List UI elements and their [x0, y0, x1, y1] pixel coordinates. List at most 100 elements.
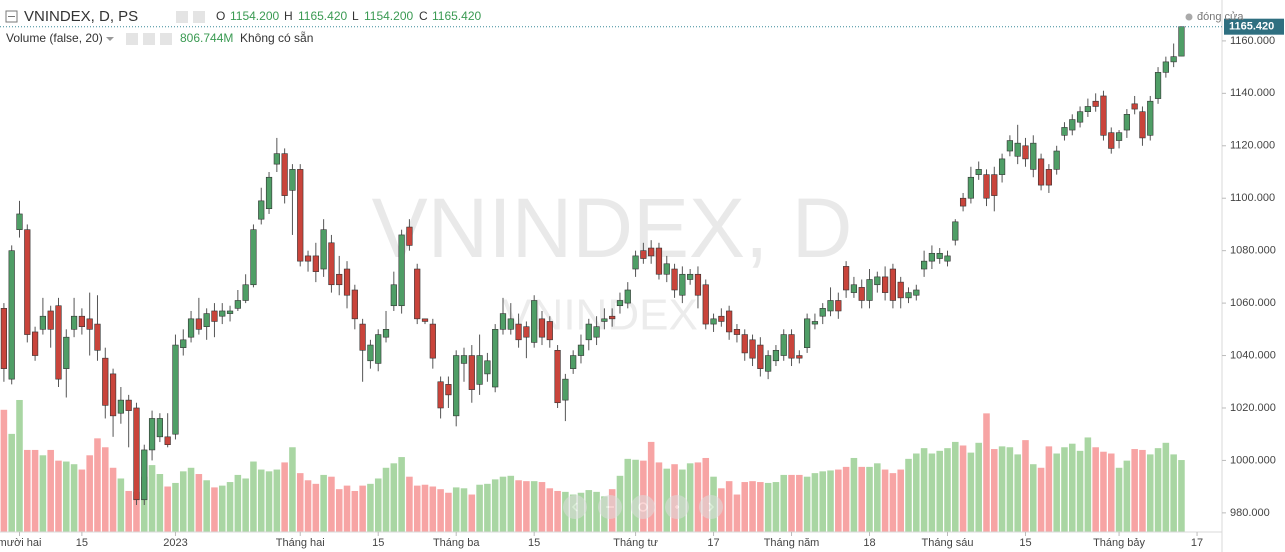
settings-icon[interactable]: [126, 33, 138, 45]
volume-bar: [218, 485, 226, 532]
candle-body: [343, 268, 351, 296]
y-tick-label: 1100.000: [1230, 192, 1275, 204]
volume-bar: [936, 450, 943, 532]
candle-body: [359, 323, 366, 351]
x-tick-label: Tháng hai: [276, 537, 325, 549]
volume-bar: [1131, 449, 1138, 532]
settings-icon[interactable]: [193, 11, 205, 23]
volume-bar: [632, 459, 639, 532]
candle-body: [671, 268, 678, 291]
candle-body: [1045, 169, 1052, 186]
candle-body: [905, 292, 912, 299]
candle-body: [1123, 114, 1130, 131]
candle-body: [164, 436, 171, 445]
collapse-icon[interactable]: [5, 10, 18, 23]
candle-body: [515, 323, 522, 341]
settings-icon[interactable]: [143, 33, 155, 45]
candle-body: [796, 355, 803, 359]
volume-bar: [733, 494, 741, 532]
settings-icon[interactable]: [160, 33, 172, 45]
candle-body: [94, 323, 101, 351]
candle-body: [663, 263, 670, 275]
y-tick-label: 1080.000: [1230, 245, 1276, 257]
volume-bar: [881, 469, 889, 532]
candle-body: [70, 315, 78, 330]
volume-bar: [905, 458, 912, 532]
reset-button[interactable]: [631, 495, 655, 519]
volume-bar: [952, 441, 959, 532]
x-tick-label: 15: [372, 537, 384, 549]
candle-body: [437, 381, 444, 409]
nav-glyphs: [571, 502, 715, 512]
volume-bar: [796, 474, 803, 532]
candle-body: [757, 344, 764, 369]
volume-bar: [94, 438, 101, 532]
candle-body: [718, 315, 725, 322]
volume-bar: [523, 481, 530, 532]
volume-bar: [702, 457, 710, 532]
volume-bar: [187, 467, 195, 532]
scroll-right-button[interactable]: [699, 495, 723, 519]
scroll-left-button[interactable]: [563, 495, 587, 519]
volume-bar: [16, 399, 23, 532]
nav-glyph: [638, 502, 648, 512]
candle-body: [78, 315, 85, 327]
dropdown-caret[interactable]: [106, 37, 114, 41]
candle-body: [460, 355, 468, 364]
volume-bar: [156, 474, 164, 532]
candle-body: [1037, 158, 1045, 186]
x-tick-label: Tháng tư: [613, 537, 658, 549]
candle-body: [1084, 106, 1091, 112]
x-tick-label: 17: [707, 537, 719, 549]
volume-bar: [328, 476, 335, 532]
candle-body: [1022, 145, 1029, 160]
status-dot: [1185, 13, 1193, 21]
ohlc-value: 1154.200: [230, 9, 279, 23]
x-tick-label: 15: [76, 537, 88, 549]
candle-body: [180, 339, 187, 348]
navigation: [563, 495, 723, 519]
volume-bar: [250, 461, 257, 532]
candle-body: [273, 153, 280, 165]
volume-bar: [320, 474, 327, 532]
volume-bar: [1022, 440, 1029, 532]
volume-bar: [803, 476, 811, 532]
volume-bar: [780, 474, 788, 532]
volume-bar: [1061, 447, 1068, 532]
volume-bar: [1014, 454, 1021, 532]
candle-body: [414, 268, 421, 320]
x-tick-label: Tháng ba: [433, 537, 480, 549]
volume-bar: [1030, 464, 1037, 532]
x-tick-label: 2023: [163, 537, 187, 549]
volume-bar: [24, 449, 31, 532]
candle-body: [648, 247, 655, 257]
candle-layer: [0, 26, 1185, 505]
candle-body: [546, 321, 553, 341]
candle-body: [289, 169, 296, 191]
candle-body: [554, 349, 561, 404]
volume-bar: [1139, 449, 1146, 532]
volume-bar: [725, 481, 733, 532]
settings-icon[interactable]: [176, 11, 188, 23]
volume-bar: [1068, 443, 1076, 532]
candle-body: [1030, 142, 1037, 170]
last-price-box: [1224, 18, 1284, 35]
volume-bar: [749, 481, 756, 532]
candle-body: [125, 399, 132, 411]
volume-bar: [343, 485, 351, 532]
candle-body: [234, 300, 241, 309]
volume-bar: [1146, 454, 1154, 532]
candle-body: [726, 310, 733, 333]
candle-body: [8, 250, 15, 380]
volume-bar: [78, 469, 86, 532]
volume-bar: [8, 433, 15, 532]
candle-body: [195, 318, 202, 330]
candle-body: [741, 334, 748, 354]
candle-body: [445, 384, 452, 396]
volume-bar: [850, 457, 858, 532]
ohlc-value: 1154.200: [364, 9, 413, 23]
candle-body: [1061, 127, 1068, 136]
candle-body: [655, 247, 663, 275]
volume-bar: [406, 476, 413, 532]
candle-body: [281, 153, 288, 196]
